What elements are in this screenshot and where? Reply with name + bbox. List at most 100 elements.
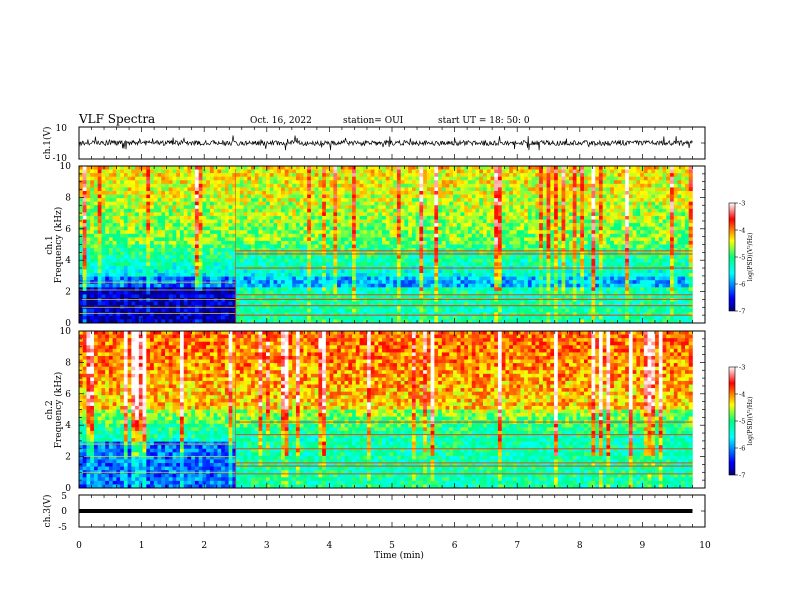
heatmap-cell (408, 273, 413, 277)
heatmap-cell (168, 240, 173, 245)
heatmap-cell (228, 258, 233, 263)
heatmap-cell (453, 173, 458, 178)
heatmap-cell (314, 262, 319, 267)
heatmap-cell (138, 166, 143, 170)
heatmap-cell (232, 237, 237, 242)
heatmap-cell (303, 183, 308, 188)
heatmap-cell (475, 198, 480, 202)
heatmap-cell (153, 208, 158, 213)
heatmap-cell (266, 312, 271, 317)
heatmap-cell (292, 248, 297, 252)
heatmap-cell (194, 187, 199, 192)
heatmap-cell (483, 219, 488, 224)
heatmap-cell (393, 169, 398, 174)
heatmap-cell (295, 237, 300, 242)
heatmap-cell (400, 269, 405, 274)
heatmap-cell (310, 180, 315, 185)
heatmap-cell (269, 283, 274, 288)
heatmap-cell (194, 287, 199, 292)
heatmap-cell (142, 201, 147, 206)
heatmap-cell (262, 244, 267, 249)
heatmap-cell (138, 265, 143, 270)
heatmap-cell (303, 305, 308, 310)
heatmap-cell (449, 233, 454, 238)
heatmap-cell (221, 187, 226, 192)
heatmap-cell (468, 205, 473, 210)
heatmap-cell (340, 319, 345, 324)
heatmap-cell (374, 319, 379, 324)
heatmap-cell (281, 287, 286, 292)
heatmap-cell (123, 169, 128, 174)
heatmap-cell (404, 258, 409, 263)
heatmap-cell (194, 312, 199, 317)
heatmap-cell (464, 233, 469, 238)
heatmap-cell (127, 194, 132, 199)
heatmap-cell (217, 187, 222, 192)
heatmap-cell (460, 219, 465, 224)
heatmap-cell (123, 287, 128, 292)
heatmap-cell (209, 262, 214, 267)
heatmap-cell (322, 237, 327, 242)
heatmap-cell (101, 319, 106, 324)
heatmap-cell (295, 198, 300, 202)
ch1-waveform-ticks (78, 126, 706, 160)
heatmap-cell (79, 251, 84, 256)
heatmap-cell (486, 215, 491, 220)
heatmap-cell (441, 198, 446, 202)
heatmap-cell (284, 237, 289, 242)
heatmap-cell (449, 273, 454, 277)
heatmap-cell (82, 244, 87, 249)
heatmap-cell (479, 269, 484, 274)
heatmap-cell (352, 276, 357, 281)
heatmap-cell (292, 230, 297, 235)
heatmap-cell (213, 223, 218, 227)
heatmap-cell (295, 166, 300, 170)
heatmap-cell (299, 262, 304, 267)
heatmap-cell (209, 276, 214, 281)
heatmap-cell (79, 173, 84, 178)
heatmap-cell (187, 166, 192, 170)
heatmap-cell (292, 305, 297, 310)
heatmap-cell (456, 233, 461, 238)
heatmap-cell (251, 319, 256, 324)
heatmap-cell (135, 262, 140, 267)
heatmap-cell (273, 248, 278, 252)
heatmap-cell (108, 169, 113, 174)
heatmap-cell (82, 190, 87, 195)
heatmap-cell (393, 223, 398, 227)
heatmap-cell (165, 283, 170, 288)
heatmap-cell (374, 237, 379, 242)
heatmap-cell (486, 233, 491, 238)
heatmap-cell (404, 198, 409, 202)
heatmap-cell (232, 169, 237, 174)
heatmap-cell (86, 287, 91, 292)
heatmap-cell (389, 201, 394, 206)
heatmap-cell (468, 319, 473, 324)
heatmap-cell (329, 212, 334, 217)
heatmap-cell (329, 287, 334, 292)
heatmap-cell (217, 287, 222, 292)
heatmap-cell (112, 248, 117, 252)
heatmap-cell (453, 176, 458, 181)
heatmap-cell (310, 312, 315, 317)
heatmap-cell (258, 212, 263, 217)
heatmap-cell (374, 276, 379, 281)
heatmap-cell (266, 230, 271, 235)
heatmap-cell (236, 305, 241, 310)
heatmap-cell (183, 226, 188, 231)
heatmap-cell (120, 173, 125, 178)
heatmap-cell (93, 183, 98, 188)
heatmap-cell (359, 173, 364, 178)
heatmap-cell (479, 194, 484, 199)
heatmap-cell (468, 173, 473, 178)
heatmap-cell (232, 215, 237, 220)
heatmap-cell (165, 183, 170, 188)
heatmap-cell (180, 269, 185, 274)
heatmap-cell (385, 305, 390, 310)
heatmap-cell (333, 219, 338, 224)
heatmap-cell (239, 283, 244, 288)
heatmap-cell (483, 233, 488, 238)
heatmap-cell (93, 301, 98, 306)
heatmap-cell (449, 219, 454, 224)
heatmap-cell (382, 276, 387, 281)
